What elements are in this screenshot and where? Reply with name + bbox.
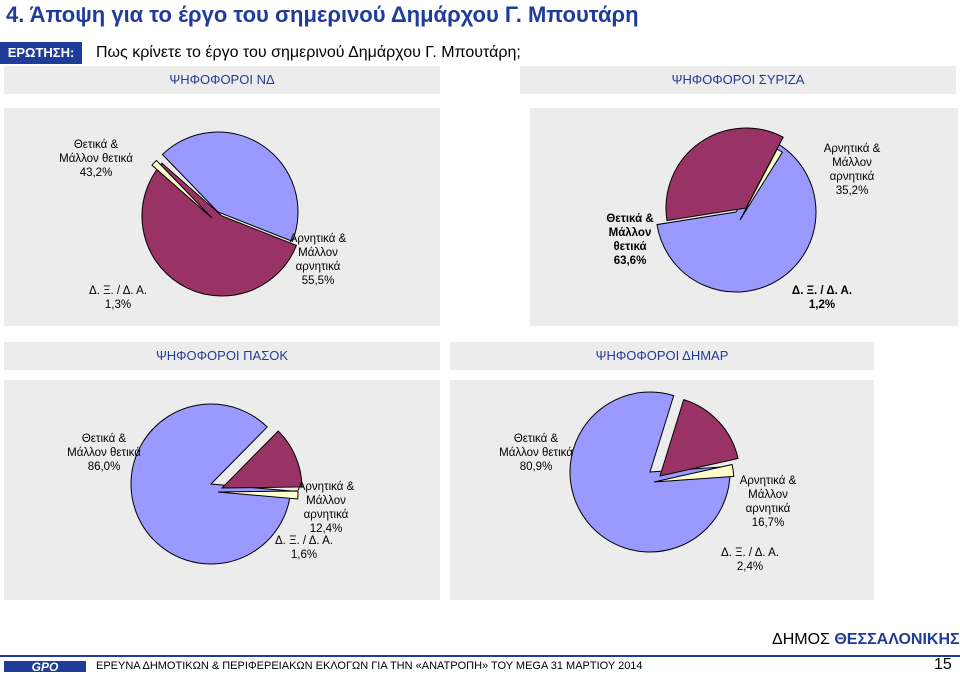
chart-title-nd: ΨΗΦΟΦΟΡΟΙ ΝΔ bbox=[4, 66, 440, 94]
slice-label-line: Θετικά & bbox=[82, 433, 127, 445]
slice-label-line: Μάλλον bbox=[298, 247, 338, 259]
slice-label-line: Θετικά & bbox=[74, 139, 119, 151]
slice-label-line: 12,4% bbox=[310, 523, 343, 535]
slice-label-line: Μάλλον bbox=[306, 495, 346, 507]
slice-label-line: θετικά bbox=[613, 241, 646, 253]
slice-label-line: Μάλλον bbox=[609, 227, 652, 239]
slice-label-line: 1,2% bbox=[809, 299, 835, 311]
slice-label-line: 16,7% bbox=[752, 517, 785, 529]
slice-label-dk: Δ. Ξ. / Δ. Α. 1,6% bbox=[275, 535, 333, 561]
slice-label-line: Δ. Ξ. / Δ. Α. bbox=[792, 285, 852, 297]
question-label: ΕΡΩΤΗΣΗ: bbox=[0, 42, 82, 64]
slice-label-line: αρνητικά bbox=[746, 503, 791, 515]
pie-slice-dk bbox=[151, 159, 213, 219]
chart-panel-dimar: Θετικά & Μάλλον θετικά 80,9% Αρνητικά & Μάλλ… bbox=[450, 380, 874, 600]
pie-slice-negative bbox=[141, 162, 298, 297]
slice-label-line: 2,4% bbox=[737, 561, 763, 573]
slice-label-negative: Αρνητικά & Μάλλον αρνητικά 35,2% bbox=[824, 143, 881, 197]
chart-title-dimar: ΨΗΦΟΦΟΡΟΙ ΔΗΜΑΡ bbox=[450, 342, 874, 370]
slice-label-line: Θετικά & bbox=[606, 213, 653, 225]
slice-label-positive: Θετικά & Μάλλον θετικά 43,2% bbox=[59, 139, 133, 179]
slice-label-line: 1,6% bbox=[291, 549, 317, 561]
footer-divider bbox=[0, 655, 960, 657]
slice-label-line: Δ. Ξ. / Δ. Α. bbox=[275, 535, 333, 547]
pie-slice-negative bbox=[659, 398, 739, 477]
slice-label-line: 86,0% bbox=[88, 461, 121, 473]
pie-slice-dk bbox=[739, 148, 784, 221]
slice-label-line: αρνητικά bbox=[830, 171, 875, 183]
slice-label-line: Δ. Ξ. / Δ. Α. bbox=[89, 285, 147, 297]
chart-panel-pasok: Θετικά & Μάλλον θετικά 86,0% Αρνητικά & Μάλλ… bbox=[4, 380, 440, 600]
slice-label-line: αρνητικά bbox=[304, 509, 349, 521]
slice-label-line: Αρνητικά & bbox=[740, 475, 797, 487]
slice-label-line: 1,3% bbox=[105, 299, 131, 311]
chart-title-syriza: ΨΗΦΟΦΟΡΟΙ ΣΥΡΙΖΑ bbox=[520, 66, 956, 94]
slice-label-line: Μάλλον bbox=[748, 489, 788, 501]
chart-panel-nd: Θετικά & Μάλλον θετικά 43,2% Αρνητικά & Μάλλ… bbox=[4, 108, 440, 326]
slice-label-negative: Αρνητικά & Μάλλον αρνητικά 16,7% bbox=[740, 475, 797, 529]
pie-chart-pasok: Θετικά & Μάλλον θετικά 86,0% Αρνητικά & Μάλλ… bbox=[67, 403, 355, 565]
slice-label-negative: Αρνητικά & Μάλλον αρνητικά 12,4% bbox=[298, 481, 355, 535]
slice-label-line: Αρνητικά & bbox=[824, 143, 881, 155]
slice-label-dk: Δ. Ξ. / Δ. Α. 1,2% bbox=[792, 285, 852, 311]
slice-label-line: Μάλλον θετικά bbox=[499, 447, 573, 459]
brand-prefix: ΔΗΜΟΣ bbox=[772, 631, 835, 648]
slice-label-line: Θετικά & bbox=[514, 433, 559, 445]
slice-label-line: 80,9% bbox=[520, 461, 553, 473]
pie-slice-positive bbox=[161, 131, 299, 242]
chart-panel-syriza: Θετικά & Μάλλον θετικά 63,6% Αρνητικά & Μάλλο… bbox=[530, 108, 958, 326]
slice-label-line: Δ. Ξ. / Δ. Α. bbox=[721, 547, 779, 559]
slice-label-line: 35,2% bbox=[836, 185, 869, 197]
svg-text:GPO: GPO bbox=[32, 660, 59, 673]
slice-label-positive: Θετικά & Μάλλον θετικά 86,0% bbox=[67, 433, 141, 473]
chart-title-pasok: ΨΗΦΟΦΟΡΟΙ ΠΑΣΟΚ bbox=[4, 342, 440, 370]
slice-label-positive: Θετικά & Μάλλον θετικά 63,6% bbox=[606, 213, 653, 267]
slice-label-line: 43,2% bbox=[80, 167, 113, 179]
pie-slice-dk bbox=[653, 463, 735, 483]
pie-chart-syriza: Θετικά & Μάλλον θετικά 63,6% Αρνητικά & Μάλλο… bbox=[606, 127, 881, 311]
slice-label-line: 55,5% bbox=[302, 275, 335, 287]
slice-label-dk: Δ. Ξ. / Δ. Α. 2,4% bbox=[721, 547, 779, 573]
slice-label-line: Μάλλον θετικά bbox=[59, 153, 133, 165]
page-number: 15 bbox=[934, 656, 952, 673]
question-text: Πως κρίνετε το έργο του σημερινού Δημάρχ… bbox=[96, 44, 521, 61]
slice-label-line: αρνητικά bbox=[296, 261, 341, 273]
slice-label-line: 63,6% bbox=[614, 255, 647, 267]
pie-slice-negative bbox=[665, 127, 784, 222]
footer-text: ΕΡΕΥΝΑ ΔΗΜΟΤΙΚΩΝ & ΠΕΡΙΦΕΡΕΙΑΚΩΝ ΕΚΛΟΓΩΝ… bbox=[96, 660, 643, 672]
slice-label-negative: Αρνητικά & Μάλλον αρνητικά 55,5% bbox=[290, 233, 347, 287]
pie-slice-negative bbox=[220, 430, 303, 489]
brand-municipality: ΔΗΜΟΣ ΘΕΣΣΑΛΟΝΙΚΗΣ bbox=[772, 631, 960, 649]
pie-slice-positive bbox=[569, 391, 731, 553]
slice-label-line: Μάλλον bbox=[832, 157, 872, 169]
slice-label-line: Μάλλον θετικά bbox=[67, 447, 141, 459]
pie-slice-positive bbox=[656, 143, 817, 293]
pie-chart-dimar: Θετικά & Μάλλον θετικά 80,9% Αρνητικά & Μάλλ… bbox=[499, 391, 797, 573]
pie-slice-positive bbox=[130, 403, 292, 565]
page-title: 4. Άποψη για το έργο του σημερινού Δημάρ… bbox=[6, 2, 639, 27]
brand-name: ΘΕΣΣΑΛΟΝΙΚΗΣ bbox=[834, 631, 960, 648]
slice-label-positive: Θετικά & Μάλλον θετικά 80,9% bbox=[499, 433, 573, 473]
slice-label-line: Αρνητικά & bbox=[290, 233, 347, 245]
gpo-logo: GPO bbox=[4, 660, 86, 673]
pie-chart-nd: Θετικά & Μάλλον θετικά 43,2% Αρνητικά & Μάλλ… bbox=[59, 131, 347, 311]
pie-slice-dk bbox=[217, 490, 299, 500]
slice-label-dk: Δ. Ξ. / Δ. Α. 1,3% bbox=[89, 285, 147, 311]
slice-label-line: Αρνητικά & bbox=[298, 481, 355, 493]
